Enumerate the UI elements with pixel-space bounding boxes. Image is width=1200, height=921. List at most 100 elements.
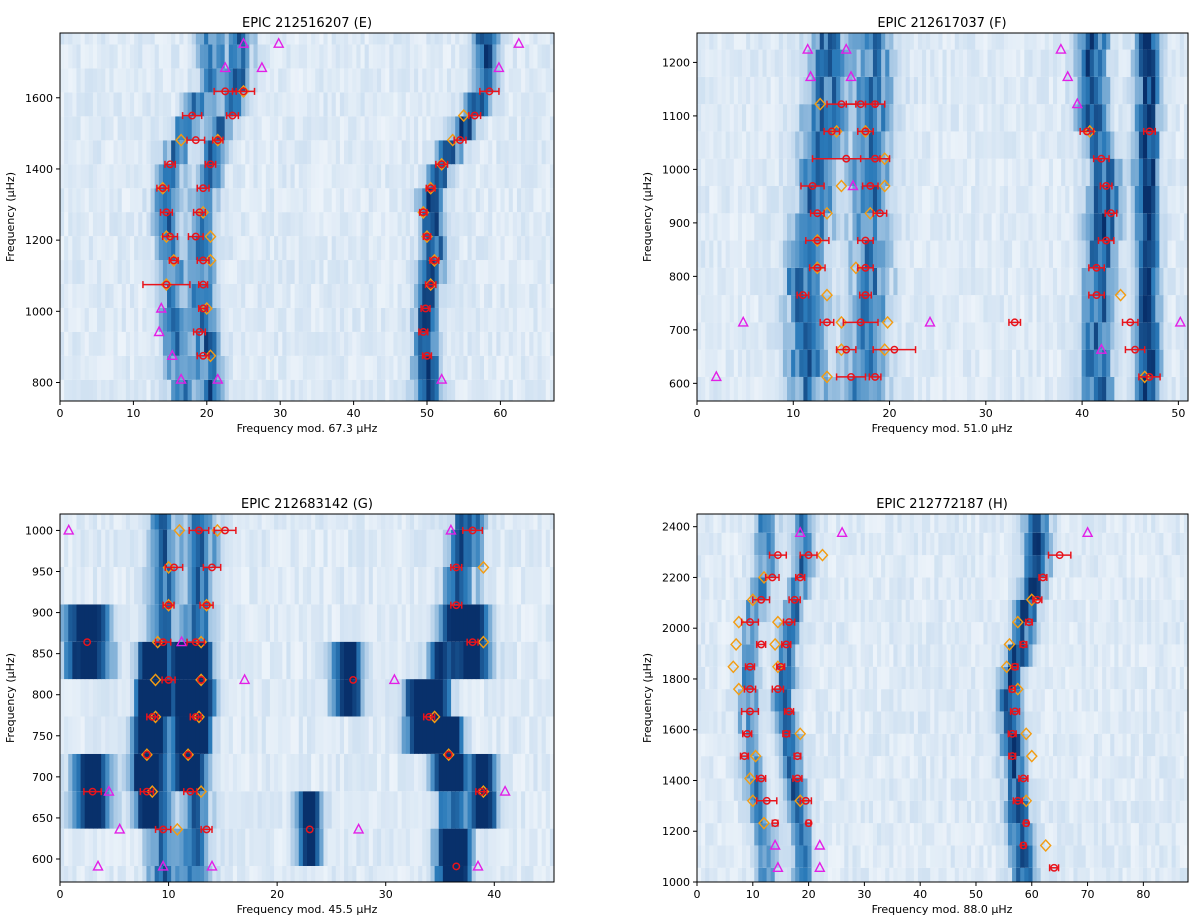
heatmap-cell <box>1138 185 1144 214</box>
heatmap-cell <box>158 753 164 792</box>
heatmap-cell <box>232 331 238 356</box>
heatmap-cell <box>697 49 702 77</box>
heatmap-cell <box>983 131 989 159</box>
heatmap-cell <box>409 828 415 866</box>
heatmap-cell <box>729 104 735 132</box>
heatmap-cell <box>438 791 444 829</box>
heatmap-cell <box>356 355 362 380</box>
heatmap-cell <box>335 68 341 93</box>
heatmap-cell <box>101 68 106 93</box>
heatmap-cell <box>967 131 972 159</box>
heatmap-cell <box>725 349 731 377</box>
heatmap-cell <box>1093 185 1099 214</box>
heatmap-cell <box>787 104 792 132</box>
heatmap-cell <box>999 295 1005 323</box>
heatmap-cell <box>549 164 555 189</box>
heatmap-cell <box>167 92 172 117</box>
heatmap-cell <box>467 828 473 866</box>
heatmap-cell <box>521 140 526 165</box>
heatmap-cell <box>302 865 308 882</box>
heatmap-cell <box>1151 131 1156 159</box>
heatmap-cell <box>352 791 357 829</box>
heatmap-cell <box>500 283 506 308</box>
heatmap-cell <box>142 753 148 792</box>
heatmap-cell <box>975 104 980 132</box>
heatmap-cell <box>823 376 829 401</box>
heatmap-cell <box>770 349 776 377</box>
heatmap-cell <box>774 76 780 105</box>
heatmap-cell <box>167 164 172 189</box>
heatmap-cell <box>352 68 357 93</box>
heatmap-cell <box>109 188 115 213</box>
heatmap-cell <box>376 283 382 308</box>
heatmap-cell <box>827 185 833 214</box>
heatmap-cell <box>848 349 854 377</box>
heatmap-cell <box>1093 240 1099 268</box>
heatmap-cell <box>500 236 506 261</box>
heatmap-cell <box>471 679 477 717</box>
mode-circle <box>813 209 822 218</box>
heatmap-cell <box>253 283 259 308</box>
heatmap-cell <box>307 716 312 754</box>
heatmap-cell <box>311 331 316 356</box>
heatmap-cell <box>220 188 226 213</box>
heatmap-cell <box>389 307 395 332</box>
heatmap-cell <box>975 49 980 77</box>
heatmap-cell <box>1007 158 1013 186</box>
heatmap-cell <box>733 76 739 105</box>
heatmap-cell <box>504 331 510 356</box>
heatmap-cell <box>84 355 90 380</box>
mode-circle <box>1092 263 1101 272</box>
heatmap-cell <box>216 33 222 45</box>
mode-circle <box>221 87 230 96</box>
heatmap-cell <box>521 379 526 401</box>
heatmap-cell <box>864 33 870 50</box>
heatmap-cell <box>897 33 903 50</box>
heatmap-cell <box>409 164 415 189</box>
heatmap-cell <box>187 641 193 680</box>
heatmap-cell <box>459 355 465 380</box>
heatmap-cell <box>525 236 530 261</box>
heatmap-cell <box>471 212 477 237</box>
heatmap-cell <box>430 140 436 165</box>
heatmap-cell <box>832 376 837 401</box>
heatmap-cell <box>799 240 804 268</box>
heatmap-cell <box>889 213 894 241</box>
mode-circle <box>199 304 208 313</box>
heatmap-cell <box>92 604 98 642</box>
heatmap-cell <box>901 33 907 50</box>
heatmap-cell <box>1110 267 1115 296</box>
heatmap-cell <box>1028 322 1034 350</box>
heatmap-cell <box>1106 158 1111 186</box>
heatmap-cell <box>269 753 275 792</box>
heatmap-cell <box>237 753 242 792</box>
heatmap-cell <box>525 307 530 332</box>
heatmap-cell <box>1122 376 1128 401</box>
heatmap-cell <box>807 240 813 268</box>
heatmap-cell <box>950 33 956 50</box>
heatmap-cell <box>183 679 189 717</box>
heatmap-cell <box>885 376 890 401</box>
heatmap-cell <box>807 376 813 401</box>
mode-circle <box>162 208 171 217</box>
heatmap-cell <box>533 260 539 284</box>
heatmap-cell <box>484 236 489 261</box>
heatmap-cell <box>125 283 131 308</box>
heatmap-cell <box>105 865 110 882</box>
heatmap-cell <box>917 349 923 377</box>
heatmap-cell <box>129 566 135 605</box>
heatmap-cell <box>84 33 90 45</box>
heatmap-cell <box>290 331 296 356</box>
heatmap-cell <box>1040 295 1046 323</box>
heatmap-cell <box>302 355 308 380</box>
heatmap-cell <box>1012 322 1017 350</box>
heatmap-cell <box>76 283 82 308</box>
heatmap-cell <box>545 44 551 69</box>
heatmap-cell <box>245 236 250 261</box>
heatmap-cell <box>463 116 469 141</box>
heatmap-cell <box>307 33 312 45</box>
heatmap-cell <box>158 865 164 882</box>
x-tick-label: 30 <box>273 407 287 420</box>
heatmap-cell <box>171 164 176 189</box>
heatmap-cell <box>1171 33 1177 50</box>
